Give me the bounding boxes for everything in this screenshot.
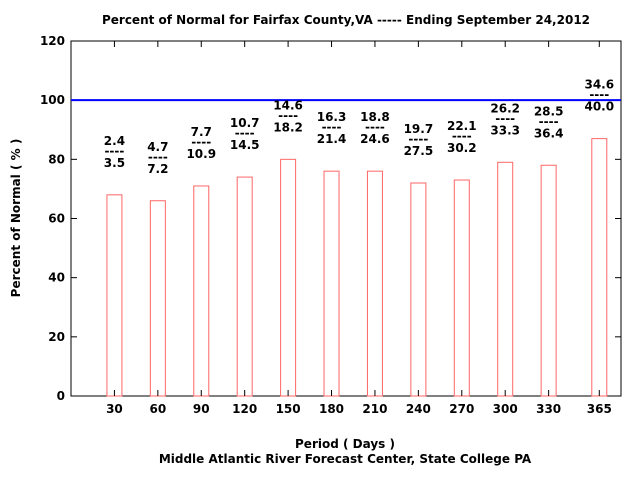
y-tick-label: 80 <box>48 152 65 166</box>
observed-label: 16.3 <box>317 110 347 124</box>
normal-label: 3.5 <box>104 156 125 170</box>
x-tick-label: 30 <box>106 402 123 416</box>
observed-label: 19.7 <box>404 122 434 136</box>
bar <box>280 158 297 397</box>
normal-label: 30.2 <box>447 141 477 155</box>
observed-label: 28.5 <box>534 104 564 118</box>
y-tick-label: 60 <box>48 212 65 226</box>
observed-label: 2.4 <box>104 134 125 148</box>
x-tick-label: 300 <box>493 402 518 416</box>
footer-credit: Middle Atlantic River Forecast Center, S… <box>159 452 532 466</box>
fraction-separator: ---- <box>589 88 609 102</box>
fraction-separator: ---- <box>191 135 211 149</box>
y-tick-label: 40 <box>48 271 65 285</box>
fraction-separator: ---- <box>104 144 124 158</box>
fraction-separator: ---- <box>539 114 559 128</box>
observed-label: 10.7 <box>230 116 260 130</box>
fraction-separator: ---- <box>148 150 168 164</box>
normal-label: 33.3 <box>490 123 520 137</box>
x-tick-label: 210 <box>362 402 387 416</box>
x-tick-label: 180 <box>319 402 344 416</box>
fraction-separator: ---- <box>408 132 428 146</box>
y-axis-label: Percent of Normal ( % ) <box>9 139 23 298</box>
fraction-separator: ---- <box>235 126 255 140</box>
y-tick-label: 100 <box>40 93 65 107</box>
bar <box>149 200 166 397</box>
bar <box>236 176 253 397</box>
bar <box>193 185 210 397</box>
x-tick-label: 60 <box>149 402 166 416</box>
bar <box>453 179 470 397</box>
x-tick-label: 365 <box>587 402 612 416</box>
y-tick-label: 0 <box>57 389 65 403</box>
plot-frame <box>70 40 622 397</box>
fraction-separator: ---- <box>365 120 385 134</box>
normal-label: 10.9 <box>186 147 216 161</box>
fraction-separator: ---- <box>278 108 298 122</box>
observed-label: 14.6 <box>273 98 303 112</box>
bar <box>106 194 123 397</box>
x-tick-label: 330 <box>536 402 561 416</box>
normal-label: 7.2 <box>147 162 168 176</box>
bar <box>366 170 383 397</box>
y-tick-label: 120 <box>40 34 65 48</box>
bar <box>540 164 557 397</box>
observed-label: 4.7 <box>147 140 168 154</box>
bar <box>497 161 514 397</box>
normal-label: 21.4 <box>317 132 347 146</box>
x-tick-label: 90 <box>193 402 210 416</box>
normal-label: 24.6 <box>360 132 390 146</box>
normal-label: 14.5 <box>230 138 260 152</box>
observed-label: 34.6 <box>584 78 614 92</box>
normal-label: 18.2 <box>273 120 303 134</box>
bar <box>323 170 340 397</box>
observed-label: 26.2 <box>490 101 520 115</box>
normal-label: 36.4 <box>534 126 564 140</box>
plot-area: 0 20 40 60 80 100 120 30 60 90 120 150 180 210 240 270 3… <box>40 34 622 416</box>
bar <box>410 182 427 397</box>
x-axis-label: Period ( Days ) <box>295 437 395 451</box>
x-tick-label: 270 <box>449 402 474 416</box>
fraction-separator: ---- <box>322 120 342 134</box>
x-tick-label: 120 <box>232 402 257 416</box>
fraction-separator: ---- <box>495 111 515 125</box>
y-tick-label: 20 <box>48 330 65 344</box>
observed-label: 22.1 <box>447 119 477 133</box>
x-tick-label: 150 <box>276 402 301 416</box>
bar <box>591 138 608 397</box>
normal-label: 27.5 <box>404 144 434 158</box>
observed-label: 18.8 <box>360 110 390 124</box>
observed-label: 7.7 <box>191 125 212 139</box>
normal-label: 40.0 <box>584 100 614 114</box>
fraction-separator: ---- <box>452 129 472 143</box>
chart-title: Percent of Normal for Fairfax County,VA … <box>102 13 590 27</box>
x-tick-label: 240 <box>406 402 431 416</box>
